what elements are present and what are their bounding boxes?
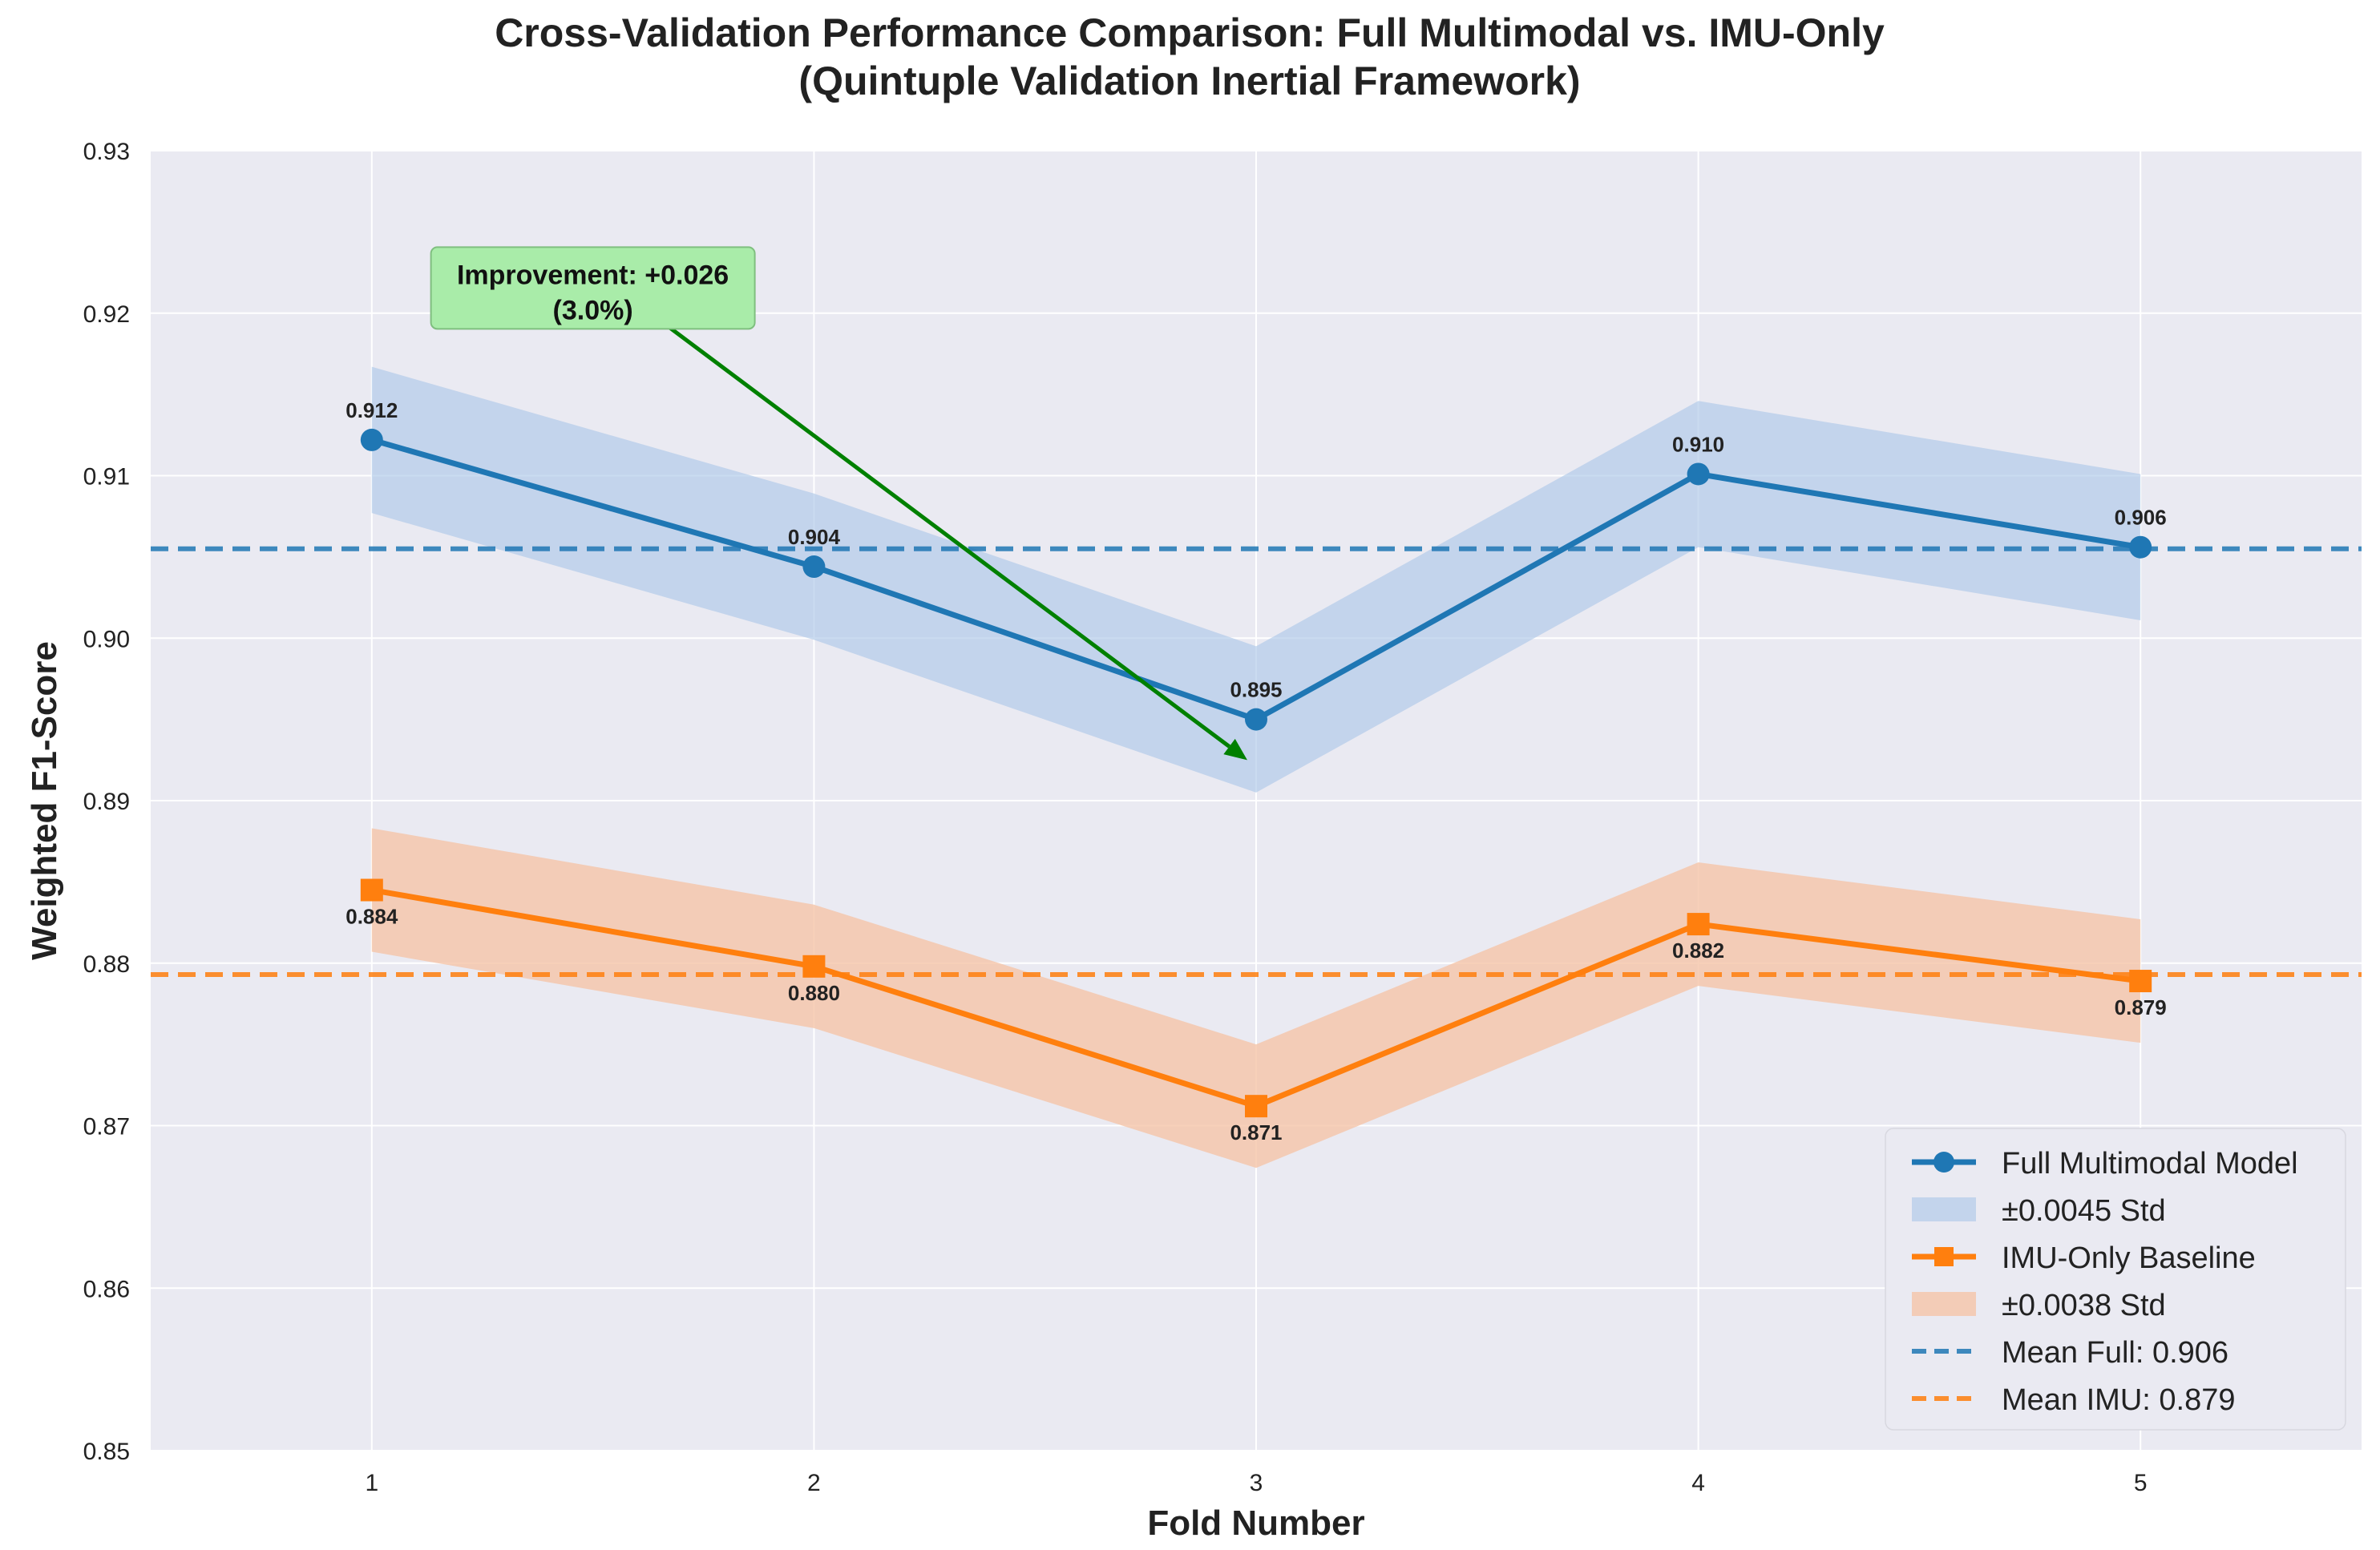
legend-imu-marker xyxy=(1934,1247,1954,1266)
legend-entry-mean-imu: Mean IMU: 0.879 xyxy=(1912,1383,2235,1417)
legend-entry-imu-std: ±0.0038 Std xyxy=(1912,1289,2166,1322)
legend-full-std-swatch xyxy=(1912,1197,1976,1221)
y-tick-label: 0.93 xyxy=(83,139,130,165)
legend-mean-imu-label: Mean IMU: 0.879 xyxy=(2002,1383,2235,1417)
data-point-full xyxy=(1245,708,1267,731)
legend-full-label: Full Multimodal Model xyxy=(2002,1147,2298,1181)
x-tick-label: 2 xyxy=(807,1470,821,1496)
legend-full-std-label: ±0.0045 Std xyxy=(2002,1194,2166,1228)
y-tick-label: 0.89 xyxy=(83,789,130,815)
legend-entry-imu-line: IMU-Only Baseline xyxy=(1912,1241,2256,1275)
x-tick-label: 1 xyxy=(365,1470,378,1496)
improvement-annotation: Improvement: +0.026 (3.0%) xyxy=(430,246,1247,761)
legend-imu-std-label: ±0.0038 Std xyxy=(2002,1289,2166,1322)
annotation-arrowhead xyxy=(1223,738,1247,761)
legend-imu-label: IMU-Only Baseline xyxy=(2002,1241,2256,1275)
series-layer xyxy=(360,428,2152,1118)
y-tick-label: 0.88 xyxy=(83,951,130,978)
legend-entry-full-line: Full Multimodal Model xyxy=(1912,1147,2298,1181)
data-point-full xyxy=(1687,462,1710,486)
data-label-full: 0.910 xyxy=(1672,432,1724,456)
y-tick-label: 0.85 xyxy=(83,1439,130,1465)
data-point-imu xyxy=(802,955,826,978)
data-point-imu xyxy=(1687,913,1710,936)
x-tick-label: 5 xyxy=(2134,1470,2148,1496)
data-label-layer: 0.912 0.904 0.895 0.910 0.906 0.884 0.880 0.871… xyxy=(345,398,2166,1144)
data-point-imu xyxy=(1245,1095,1267,1118)
legend-full-marker xyxy=(1933,1152,1954,1173)
x-tick-label: 3 xyxy=(1250,1470,1263,1496)
annotation-box xyxy=(430,246,756,330)
data-label-imu: 0.880 xyxy=(788,981,840,1005)
data-label-imu: 0.879 xyxy=(2115,995,2167,1019)
data-point-imu xyxy=(2129,970,2152,993)
data-point-full xyxy=(360,428,383,451)
data-point-full xyxy=(802,555,826,579)
y-tick-label: 0.90 xyxy=(83,626,130,652)
data-label-full: 0.895 xyxy=(1230,678,1282,702)
y-axis-label: Weighted F1-Score xyxy=(25,641,64,960)
annotation-text-line1: Improvement: +0.026 xyxy=(457,260,729,290)
legend-frame xyxy=(1885,1128,2346,1431)
tick-label-layer: 0.85 0.86 0.87 0.88 0.89 0.90 0.91 0.92 0.93 1 2 3 4… xyxy=(83,139,2148,1496)
y-tick-label: 0.87 xyxy=(83,1114,130,1140)
data-label-full: 0.906 xyxy=(2115,506,2167,530)
chart-title-line1: Cross-Validation Performance Comparison:… xyxy=(495,10,1885,55)
data-label-full: 0.904 xyxy=(788,525,841,549)
data-point-imu xyxy=(360,878,383,902)
y-tick-label: 0.86 xyxy=(83,1276,130,1302)
annotation-arrow xyxy=(649,311,1231,749)
legend-mean-full-label: Mean Full: 0.906 xyxy=(2002,1336,2228,1370)
chart-title-line2: (Quintuple Validation Inertial Framework… xyxy=(798,59,1580,103)
data-label-imu: 0.884 xyxy=(345,905,398,929)
legend: Full Multimodal Model ±0.0045 Std IMU-On… xyxy=(1885,1128,2346,1431)
data-label-imu: 0.882 xyxy=(1672,938,1724,963)
data-label-imu: 0.871 xyxy=(1230,1120,1282,1144)
y-tick-label: 0.91 xyxy=(83,464,130,490)
data-label-full: 0.912 xyxy=(345,398,398,422)
annotation-text-line2: (3.0%) xyxy=(553,295,633,325)
mean-line-layer xyxy=(151,546,2362,977)
x-axis-label: Fold Number xyxy=(1147,1504,1364,1543)
legend-entry-full-std: ±0.0045 Std xyxy=(1912,1194,2166,1228)
y-tick-label: 0.92 xyxy=(83,301,130,328)
data-point-full xyxy=(2129,535,2152,559)
x-tick-label: 4 xyxy=(1691,1470,1705,1496)
legend-imu-std-swatch xyxy=(1912,1292,1976,1316)
legend-entry-mean-full: Mean Full: 0.906 xyxy=(1912,1336,2228,1370)
